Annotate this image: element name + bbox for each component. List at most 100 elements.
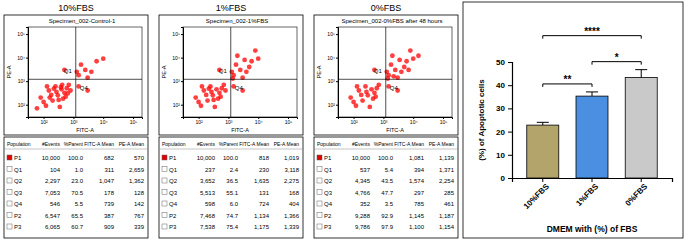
scatter-panel: 1%FBSSpecimen_002-1%FBSQ1Q410²10³10⁴10⁵1…	[159, 3, 303, 238]
table-header: FITC-A Mean	[84, 141, 114, 147]
gate-line	[338, 79, 452, 80]
quadrant-label: Q4	[390, 85, 399, 91]
row-icon	[317, 178, 322, 183]
point	[369, 87, 374, 92]
point	[79, 62, 84, 67]
tick: 10%FBS	[522, 178, 551, 211]
table-cell: 7,468	[200, 213, 216, 219]
table-cell: 65.5	[71, 213, 83, 219]
quadrant-label: Q1	[374, 68, 383, 74]
point	[253, 48, 258, 53]
tick-label: 0%FBS	[623, 181, 649, 207]
tick: 10²	[18, 102, 28, 108]
point	[204, 93, 209, 98]
table-cell: 3,652	[200, 178, 216, 184]
tick: 10³	[18, 78, 28, 84]
tick: 10²	[40, 117, 48, 125]
axis-line	[26, 28, 29, 118]
point	[247, 65, 252, 70]
tick-mark	[26, 58, 28, 59]
table-header: #Events	[352, 141, 371, 147]
row-icon	[317, 167, 322, 172]
point	[384, 69, 389, 74]
tick-mark	[181, 105, 183, 106]
tick: 1%FBS	[574, 178, 600, 208]
stats-table: Population#Events%ParentFITC-A MeanPE-A …	[4, 137, 148, 238]
axis-line	[508, 63, 513, 179]
table-cell: P3	[169, 224, 177, 230]
tick: 10²	[328, 102, 338, 108]
table-cell: 1,139	[439, 155, 455, 161]
tick: 10⁴	[17, 55, 28, 61]
point	[212, 105, 217, 110]
table-cell: 909	[104, 224, 115, 230]
table-cell: 1,134	[254, 213, 270, 219]
tick-label: 10⁵	[17, 31, 25, 37]
tick-mark	[181, 58, 183, 59]
table-cell: 97.9	[381, 224, 393, 230]
table-cell: 5.5	[75, 201, 84, 207]
subtitle: Specimen_002-1%FBS	[206, 18, 268, 24]
table-header: FITC-A Mean	[239, 141, 269, 147]
table-cell: 47.7	[381, 190, 393, 196]
tick-label: 10²	[40, 119, 48, 125]
table-cell: 2,275	[284, 178, 300, 184]
tick-label: 10	[496, 151, 505, 160]
table-cell: 178	[104, 190, 115, 196]
table-cell: 9,786	[355, 224, 371, 230]
axis-line	[513, 179, 673, 183]
table-cell: P2	[14, 213, 22, 219]
subtitle: Specimen_002-0%FBS after 48 hours	[341, 18, 442, 24]
table-header: %Parent	[64, 141, 84, 147]
point	[211, 97, 216, 102]
point	[408, 48, 413, 53]
tick-label: 10⁴	[100, 119, 108, 125]
axis: 10%FBS 1%FBS 0%FBS	[513, 178, 673, 211]
table-cell: 682	[104, 155, 115, 161]
point	[74, 69, 79, 74]
table-cell: 74.7	[226, 213, 238, 219]
tick-label: 10⁴	[255, 119, 263, 125]
panel-frame	[4, 15, 148, 135]
table-cell: 1,100	[409, 224, 425, 230]
tick-label: 10³	[70, 119, 78, 125]
table-cell: 70.5	[71, 190, 83, 196]
tick: 10⁵	[285, 117, 293, 125]
title: 1%FBS	[216, 3, 247, 13]
tick-label: 20	[496, 128, 505, 137]
tick-label: 10⁵	[172, 31, 180, 37]
table-cell: P2	[324, 213, 332, 219]
significance-label: *	[615, 52, 619, 63]
point	[399, 69, 404, 74]
tick: 10²	[173, 102, 183, 108]
panel-frame	[314, 15, 458, 135]
x-axis-title: FITC-A	[386, 127, 404, 133]
gate-line	[183, 79, 297, 80]
table-cell: 5.4	[385, 167, 394, 173]
point	[229, 69, 234, 74]
table-cell: 1,175	[254, 224, 270, 230]
tick-mark	[181, 81, 183, 82]
bar-panel: 0102030405010%FBS1%FBS0%FBSDMEM with (%)…	[463, 2, 683, 238]
tick-label: 10²	[350, 119, 358, 125]
table-cell: 6.0	[230, 201, 239, 207]
tick-label: 10⁵	[130, 119, 138, 125]
tick-label: 10³	[18, 78, 26, 84]
table-cell: 1,362	[129, 178, 145, 184]
tick-mark	[508, 178, 512, 179]
point	[373, 94, 378, 99]
table-cell: 785	[414, 201, 425, 207]
table-cell: Q1	[14, 167, 23, 173]
tick-label: 10²	[18, 102, 26, 108]
table-cell: P1	[324, 155, 332, 161]
bar	[576, 96, 608, 178]
row-icon	[317, 213, 322, 218]
tick: 10²	[350, 117, 358, 125]
row-icon	[317, 155, 322, 160]
tick: 10³	[380, 117, 388, 125]
table-cell: 1,154	[439, 224, 455, 230]
table-cell: 6,547	[45, 213, 61, 219]
table-cell: Q2	[324, 178, 333, 184]
point	[235, 53, 240, 58]
table-cell: 7,053	[45, 190, 61, 196]
